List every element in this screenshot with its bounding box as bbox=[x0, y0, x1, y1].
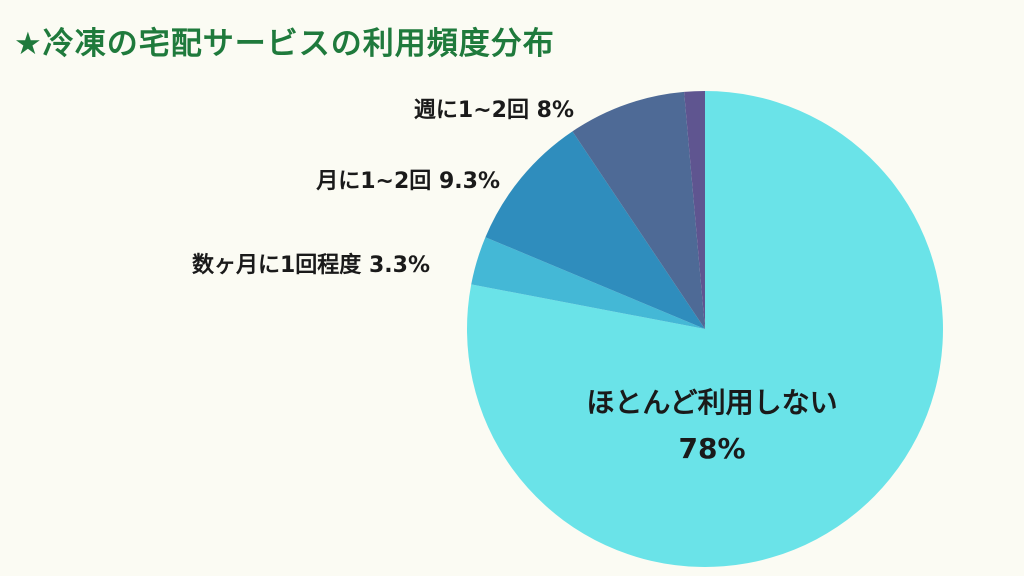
slice-label-few-months: 数ヶ月に1回程度 3.3% bbox=[192, 253, 430, 278]
pie-slice-2 bbox=[485, 131, 705, 329]
slice-label-monthly: 月に1~2回 9.3% bbox=[316, 169, 500, 194]
pie-slice-1 bbox=[471, 237, 705, 329]
pie-slice-4 bbox=[684, 91, 705, 329]
pie-slice-3 bbox=[572, 91, 705, 330]
chart-title: ★冷凍の宅配サービスの利用頻度分布 bbox=[14, 26, 555, 62]
slice-label-weekly: 週に1~2回 8% bbox=[413, 98, 574, 123]
slice-label-rarely: ほとんど利用しない 78% bbox=[586, 386, 838, 465]
